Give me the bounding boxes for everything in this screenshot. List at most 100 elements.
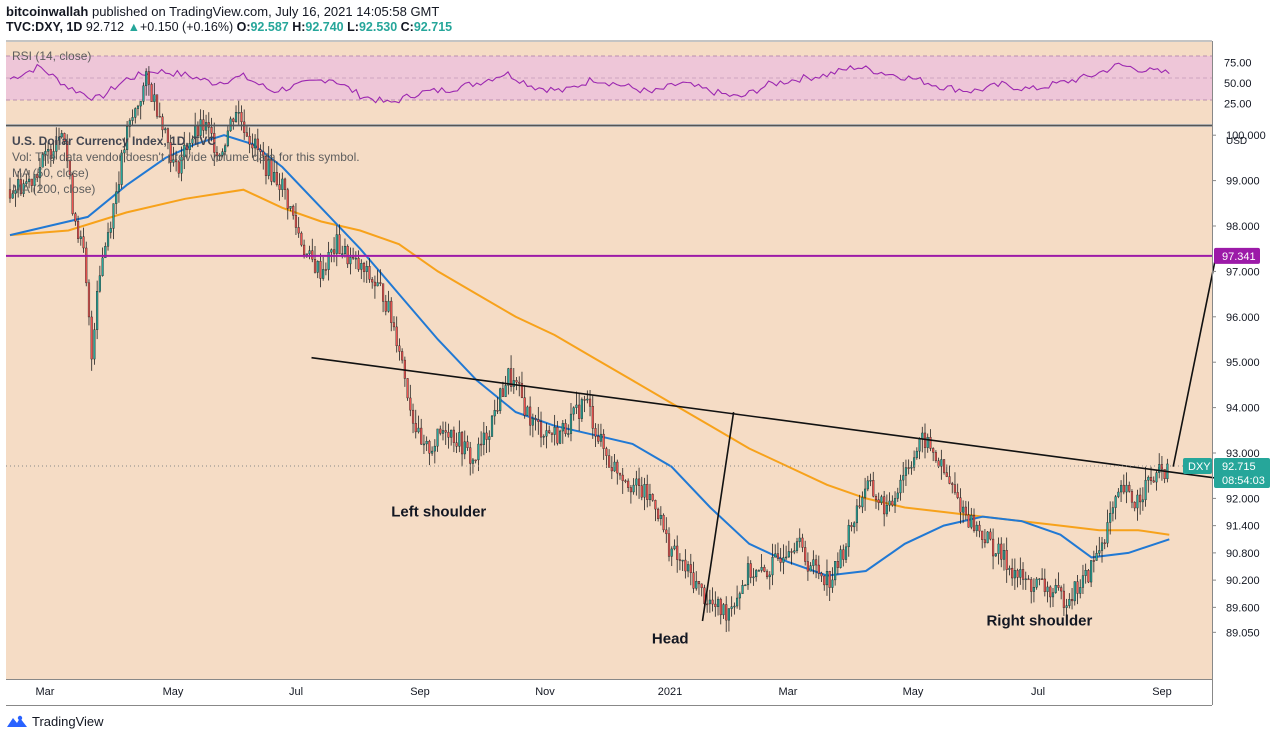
candle-body [967,514,970,528]
candle-body [629,487,632,493]
candle-body [1130,491,1134,503]
candle-body [177,161,180,174]
candle-body [458,432,461,447]
candle-body [199,119,202,136]
time-axis[interactable]: Mar May Jul Sep Nov 2021 Mar May Jul Sep [36,686,1172,698]
volume-legend[interactable]: Vol: The data vendor doesn't provide vol… [12,150,360,164]
change-arrow-icon: ▲ [127,20,140,34]
candle-body [183,144,186,158]
candle-body [436,428,439,447]
candle-body [292,206,295,216]
candle-body [983,539,986,544]
candle-body [902,475,905,481]
candle-body [512,380,515,387]
rsi-legend[interactable]: RSI (14, close) [12,49,91,63]
candle-body [972,515,976,531]
candle-body [224,145,227,152]
candle-body [115,191,118,204]
candle-body [697,581,701,585]
candle-body [910,467,913,469]
candle-body [853,522,856,528]
candle-body [520,383,524,398]
moving-averages [9,134,1170,577]
candle-body [654,500,657,510]
candle-body [352,256,355,259]
candle-body [1060,587,1063,592]
candle-body [1073,581,1076,602]
candle-body [313,259,317,273]
candle-body [319,261,322,279]
candle-body [485,432,488,440]
candle-body [763,567,766,572]
candle-body [447,431,450,438]
candle-body [850,524,853,528]
symbol-tag [1183,457,1212,474]
candle-body [823,575,826,586]
rsi-axis[interactable]: 75.00 50.00 25.00 [1224,58,1252,111]
candle-body [992,538,995,557]
candle-body [1152,480,1155,483]
candle-body [942,459,946,473]
candle-body [101,257,104,276]
candle-body [651,494,654,501]
candle-body [621,474,624,481]
candle-body [752,576,755,579]
candle-body [953,484,957,493]
candle-body [1070,599,1074,602]
candle-body [586,398,589,401]
candle-body [945,472,948,477]
time-label-0: Mar [36,686,55,698]
price-pane[interactable] [6,127,1212,679]
candle-body [809,565,812,572]
candle-body [1141,499,1144,503]
candle-body [545,430,548,437]
time-label-7: May [903,686,924,698]
candle-body [883,496,886,515]
candle-body [455,442,458,447]
author-name[interactable]: bitcoinwallah [6,4,89,19]
candle-body [278,184,281,190]
candle-body [948,476,951,484]
chart-title[interactable]: U.S. Dollar Currency Index, 1D, TVC [12,134,216,148]
candle-body [578,404,581,419]
candle-body [501,388,504,397]
candle-body [234,112,238,122]
candle-body [744,584,747,587]
candle-body [964,506,967,516]
candle-body [496,410,499,412]
chart-canvas[interactable]: Left shoulder Head Right shoulder RSI (14,… [0,0,1280,710]
candle-body [1013,570,1016,579]
candle-body [117,184,121,193]
candle-body [409,397,412,411]
ma50-legend[interactable]: MA (50, close) [12,166,89,180]
candle-body [164,128,167,131]
candle-body [1160,464,1163,470]
symbol-tag-text: DXY [1188,461,1211,473]
candle-body [836,561,839,568]
ma200-legend[interactable]: MA (200, close) [12,182,95,196]
candle-body [327,252,330,270]
candle-body [243,121,246,133]
candle-body [940,459,943,467]
candle-body [673,545,676,550]
current-price-tag [1214,457,1270,488]
tradingview-logo-icon[interactable] [6,715,28,729]
candle-body [357,257,360,270]
candle-body [1103,542,1106,545]
footer-brand[interactable]: TradingView [32,714,104,729]
close-label: C: [400,20,414,34]
candle-body [493,410,496,417]
candle-body [1114,496,1117,508]
high-label: H: [292,20,306,34]
candle-body [793,550,796,553]
candle-body [294,215,298,228]
candle-body [275,172,278,185]
publish-date: published on TradingView.com, July 16, 2… [91,4,440,19]
candle-body [719,598,722,616]
price-axis[interactable]: 100.000 99.000 98.000 97.000 96.000 95.000 94.… [1212,130,1266,639]
candle-body [1051,592,1055,598]
candle-body [161,116,164,131]
candle-body [25,181,28,184]
candle-body [158,116,161,118]
candle-body [44,151,47,155]
